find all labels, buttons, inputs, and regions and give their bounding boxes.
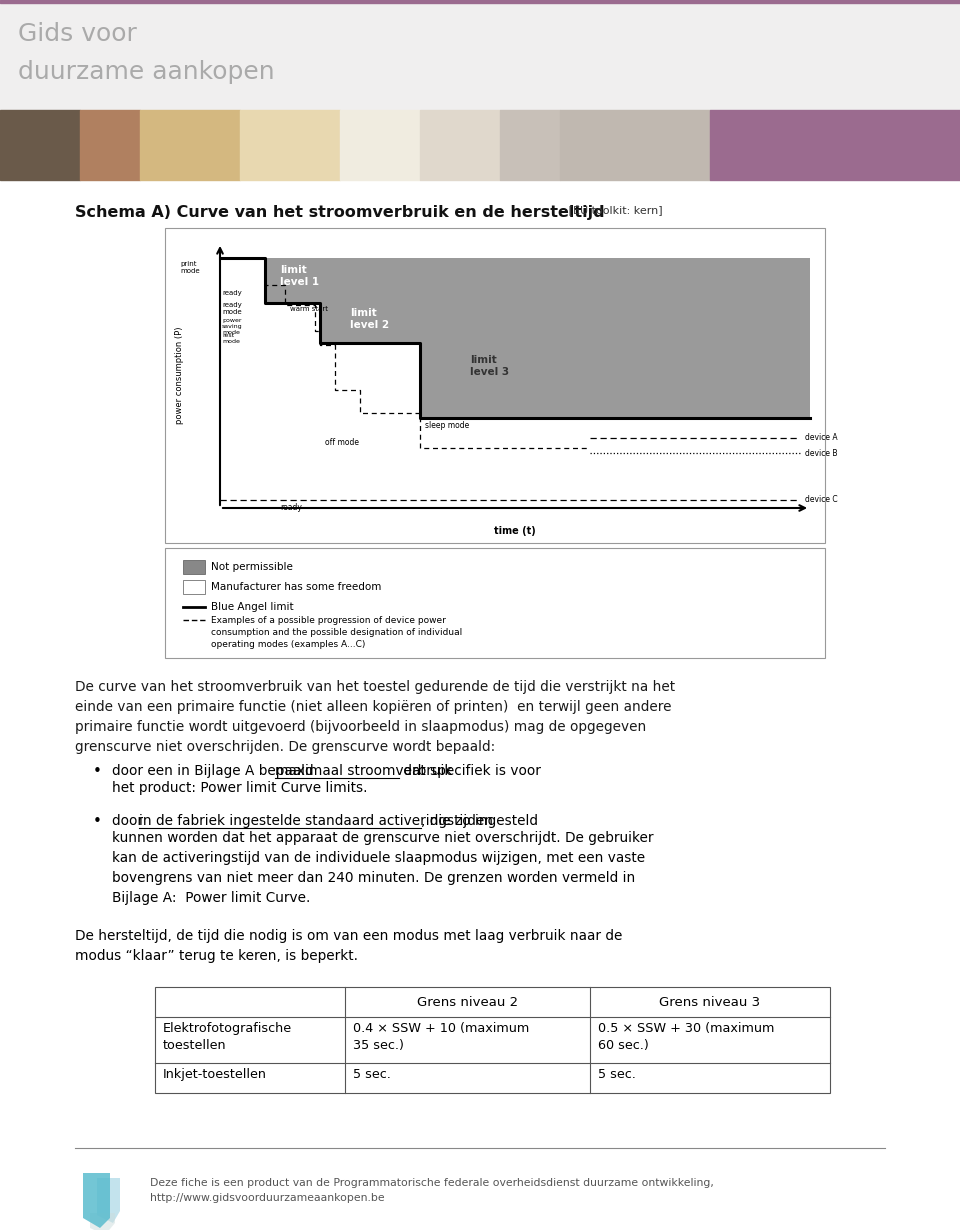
Text: 0.4 × SSW + 10 (maximum
35 sec.): 0.4 × SSW + 10 (maximum 35 sec.): [353, 1022, 529, 1052]
Text: Grens niveau 2: Grens niveau 2: [417, 995, 518, 1009]
Text: maximaal stroomverbruik: maximaal stroomverbruik: [275, 764, 452, 779]
Text: Not permissible: Not permissible: [211, 562, 293, 572]
Text: ready
mode: ready mode: [222, 303, 242, 315]
Bar: [155, 986, 830, 1093]
Text: duurzame aankopen: duurzame aankopen: [18, 60, 275, 84]
Text: dat specifiek is voor: dat specifiek is voor: [399, 764, 541, 779]
Bar: [80, 109, 140, 180]
Text: 5 sec.: 5 sec.: [598, 1068, 636, 1081]
Text: De curve van het stroomverbruik van het toestel gedurende de tijd die verstrijkt: De curve van het stroomverbruik van het …: [75, 680, 675, 754]
Text: •: •: [93, 814, 102, 829]
Text: rest
mode: rest mode: [222, 333, 240, 344]
Bar: [165, 549, 825, 658]
Text: sleep mode: sleep mode: [425, 421, 469, 430]
Text: [EU toolkit: kern]: [EU toolkit: kern]: [565, 205, 662, 215]
Text: Deze fiche is een product van de Programmatorische federale overheidsdienst duur: Deze fiche is een product van de Program…: [150, 1178, 714, 1203]
Bar: [240, 109, 340, 180]
Text: ready: ready: [280, 503, 301, 512]
PathPatch shape: [97, 1178, 120, 1223]
Text: door: door: [112, 814, 148, 828]
Text: kunnen worden dat het apparaat de grenscurve niet overschrijdt. De gebruiker
kan: kunnen worden dat het apparaat de grensc…: [112, 831, 654, 905]
Text: Manufacturer has some freedom: Manufacturer has some freedom: [211, 582, 381, 592]
Text: power consumption (P): power consumption (P): [175, 327, 183, 424]
Text: , die zo ingesteld: , die zo ingesteld: [420, 814, 538, 828]
Bar: [183, 560, 205, 574]
Bar: [710, 109, 960, 180]
Text: 5 sec.: 5 sec.: [353, 1068, 391, 1081]
Text: •: •: [93, 764, 102, 779]
Bar: [420, 343, 810, 418]
Bar: [500, 109, 560, 180]
Text: Inkjet-toestellen: Inkjet-toestellen: [163, 1068, 267, 1081]
Bar: [0, 109, 80, 180]
Text: limit
level 3: limit level 3: [470, 355, 509, 376]
Bar: [340, 109, 420, 180]
Text: De hersteltijd, de tijd die nodig is om van een modus met laag verbruik naar de
: De hersteltijd, de tijd die nodig is om …: [75, 929, 622, 963]
Bar: [0, 0, 960, 2]
Text: Schema A) Curve van het stroomverbruik en de hersteltijd: Schema A) Curve van het stroomverbruik e…: [75, 205, 605, 220]
Text: warm start: warm start: [290, 306, 328, 312]
Text: door een in Bijlage A bepaald: door een in Bijlage A bepaald: [112, 764, 318, 779]
Text: Gids voor: Gids voor: [18, 22, 137, 46]
Bar: [183, 581, 205, 594]
Text: ready: ready: [222, 290, 242, 296]
Text: limit
level 2: limit level 2: [350, 308, 389, 330]
Bar: [320, 303, 810, 343]
Text: device A: device A: [805, 433, 838, 443]
Text: het product: Power limit Curve limits.: het product: Power limit Curve limits.: [112, 781, 368, 795]
Text: Grens niveau 3: Grens niveau 3: [660, 995, 760, 1009]
Text: limit
level 1: limit level 1: [280, 264, 319, 287]
PathPatch shape: [83, 1173, 110, 1228]
Text: Examples of a possible progression of device power
consumption and the possible : Examples of a possible progression of de…: [211, 616, 463, 648]
Text: device C: device C: [805, 496, 838, 504]
Text: 0.5 × SSW + 30 (maximum
60 sec.): 0.5 × SSW + 30 (maximum 60 sec.): [598, 1022, 775, 1052]
Text: Elektrofotografische
toestellen: Elektrofotografische toestellen: [163, 1022, 292, 1052]
Text: time (t): time (t): [494, 526, 536, 536]
Bar: [560, 109, 710, 180]
Text: print
mode: print mode: [180, 261, 200, 274]
Text: Blue Angel limit: Blue Angel limit: [211, 601, 294, 613]
Text: in de fabriek ingestelde standaard activeringstijden: in de fabriek ingestelde standaard activ…: [139, 814, 493, 828]
Bar: [140, 109, 240, 180]
Bar: [420, 109, 500, 180]
Text: off mode: off mode: [325, 438, 359, 446]
PathPatch shape: [90, 1213, 115, 1230]
Text: device B: device B: [805, 449, 837, 458]
Bar: [265, 258, 810, 303]
Bar: [165, 228, 825, 542]
Bar: [0, 2, 960, 109]
Text: power
saving
mode: power saving mode: [222, 319, 243, 335]
